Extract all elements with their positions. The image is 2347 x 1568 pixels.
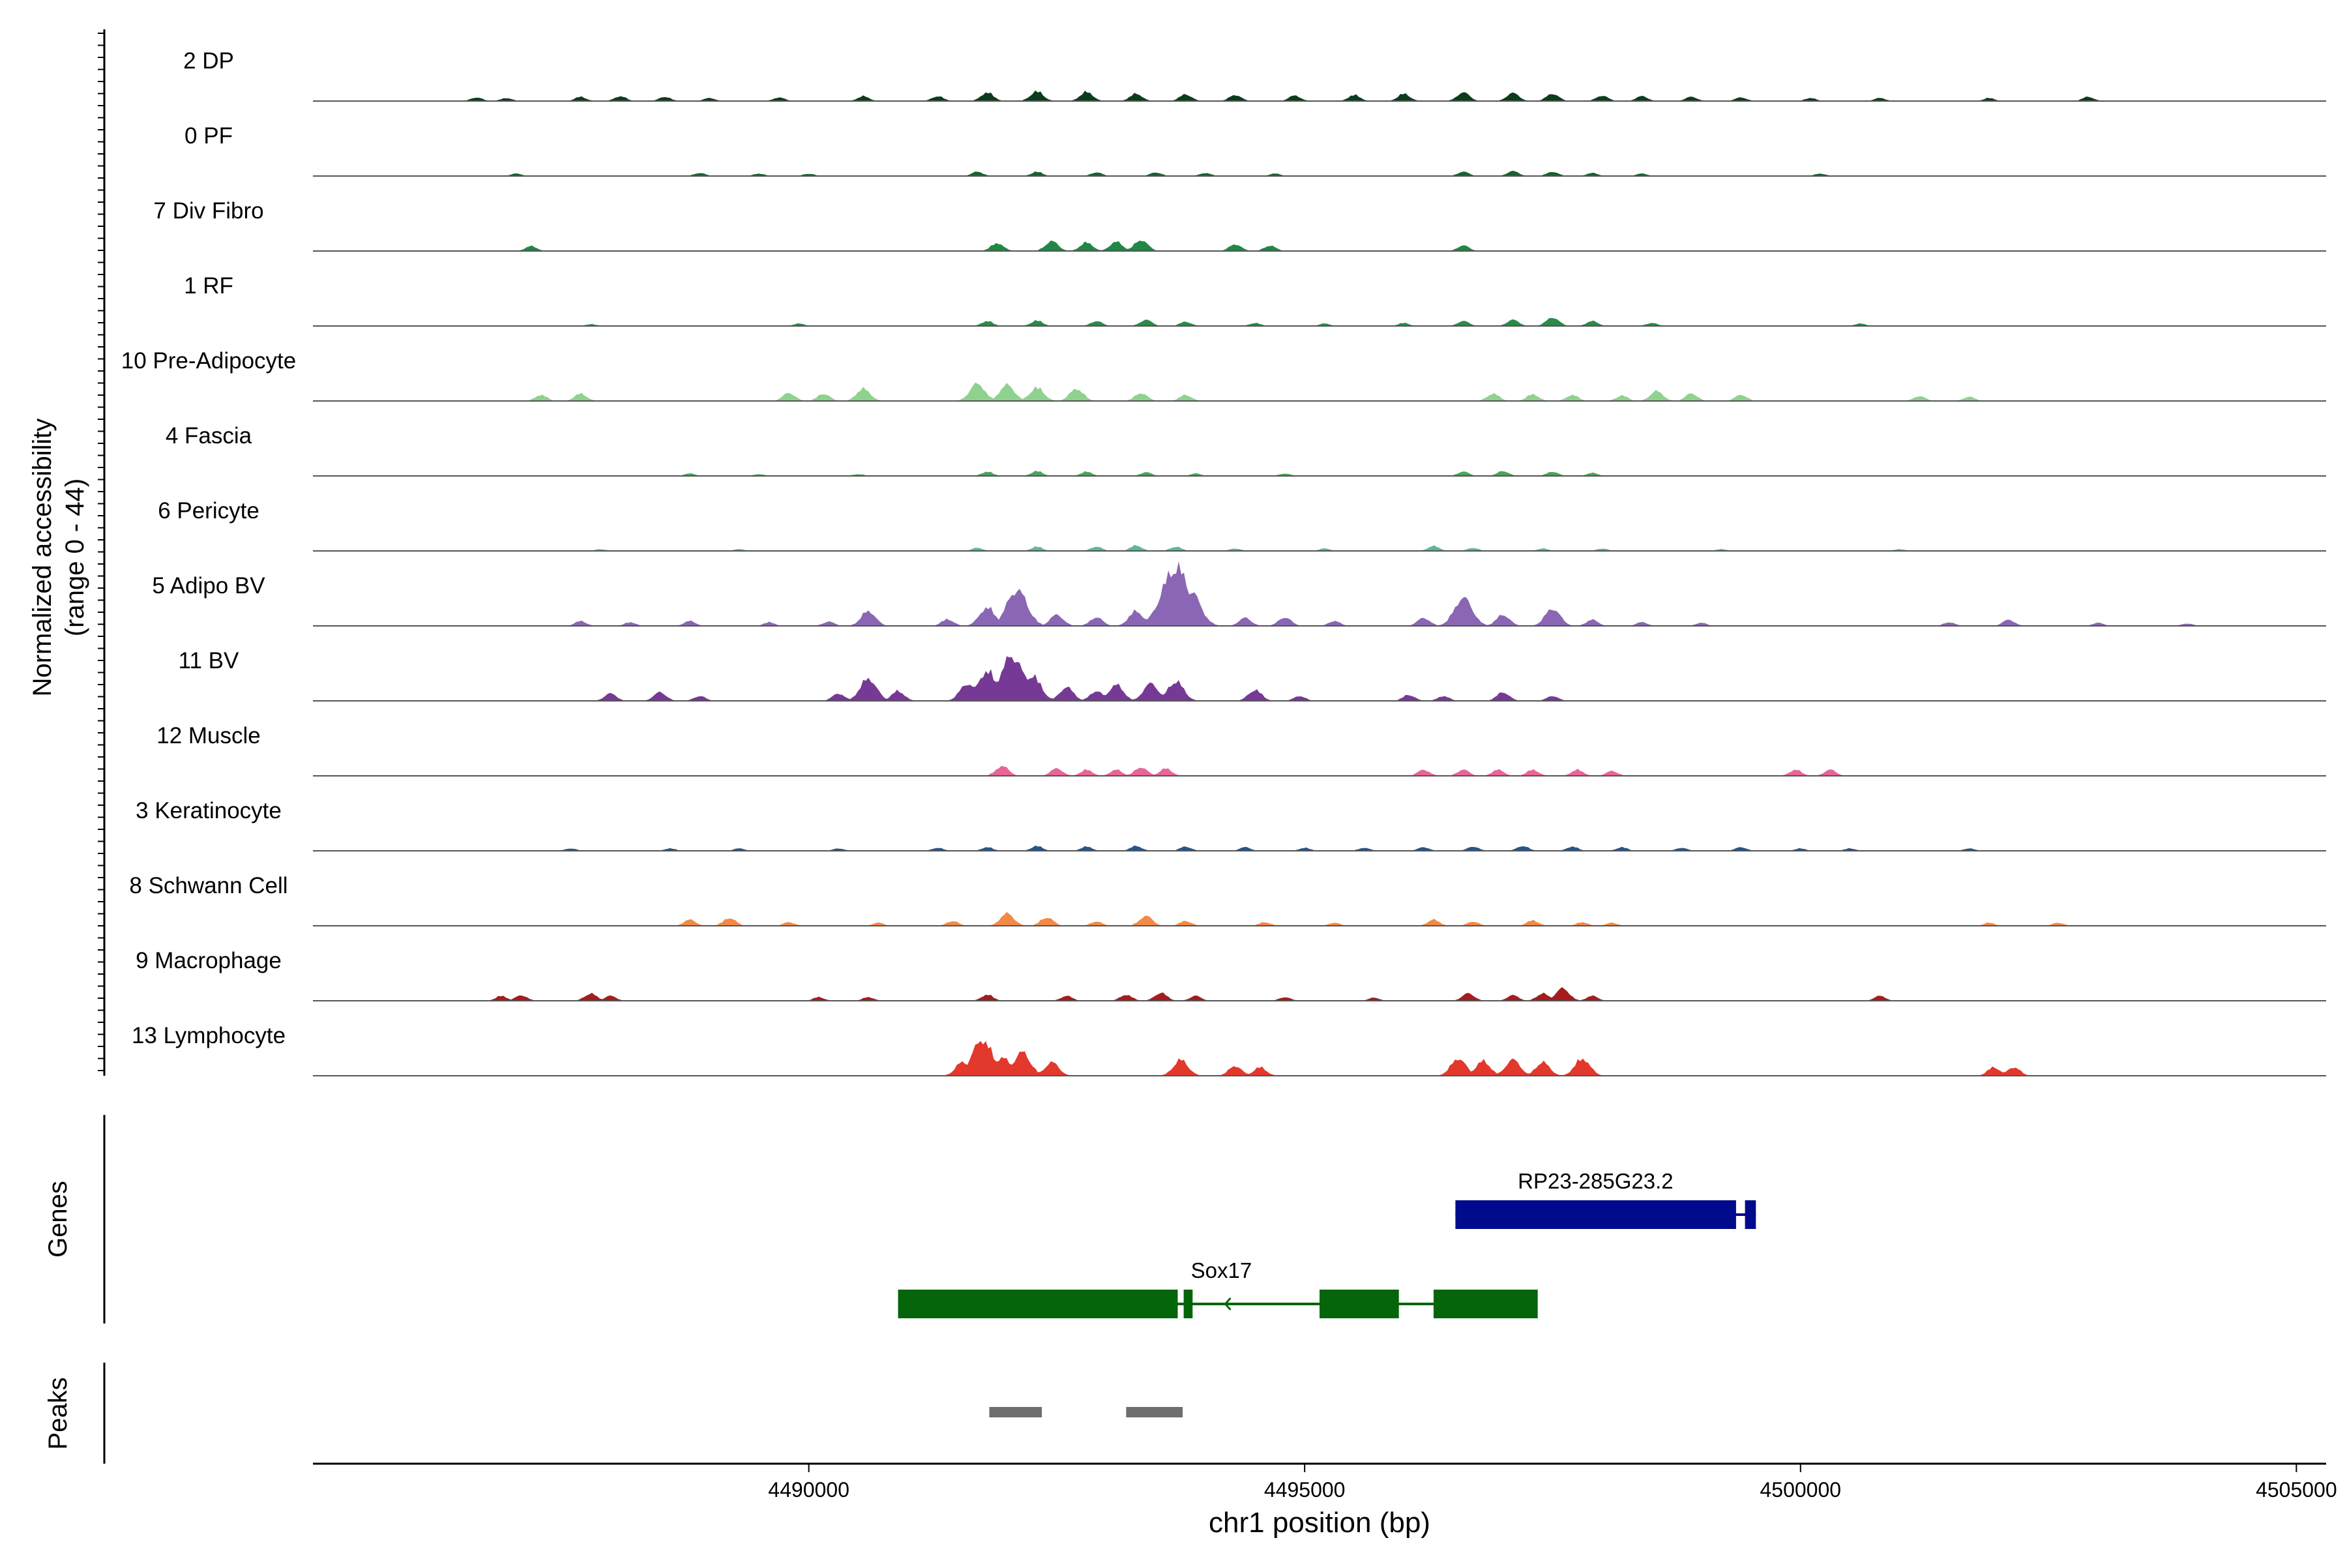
track-label: 9 Macrophage [136,948,282,973]
coverage-track: 8 Schwann Cell [129,873,2326,926]
track-label: 6 Pericyte [158,498,259,524]
gene-model: RP23-285G23.2 [1455,1169,1756,1229]
gene-exon [1455,1200,1736,1229]
track-label: 13 Lymphocyte [132,1023,286,1048]
coverage-track: 6 Pericyte [158,498,2326,552]
track-label: 12 Muscle [156,723,261,748]
peaks-track-label: Peaks [44,1377,72,1449]
coverage-area [313,318,2326,326]
coverage-track: 13 Lymphocyte [132,1023,2326,1076]
coverage-area [313,1041,2326,1076]
coverage-track: 3 Keratinocyte [136,798,2326,851]
gene-model: Sox17 [898,1258,1538,1318]
track-label: 4 Fascia [166,423,252,449]
coverage-track: 4 Fascia [166,423,2326,477]
coverage-area [313,470,2326,476]
coverage-area [313,382,2326,401]
x-tick-label: 4495000 [1264,1478,1346,1501]
coverage-track: 10 Pre-Adipocyte [121,348,2326,402]
coverage-area [313,987,2326,1001]
genes-track-label: Genes [44,1181,72,1258]
track-label: 3 Keratinocyte [136,798,282,823]
x-axis: chr1 position (bp) 4490000 4495000 4500000… [313,1462,2337,1539]
coverage-area [313,845,2326,851]
coverage-area [313,240,2326,251]
gene-exon [1745,1200,1756,1229]
peaks-track: Peaks [44,1363,1183,1464]
y-axis-label-line2: (range 0 - 44) [61,479,89,636]
coverage-area [313,170,2326,176]
peak-region [989,1407,1042,1417]
coverage-track: 1 RF [184,273,2326,327]
coverage-track: 9 Macrophage [136,948,2326,1001]
coverage-track: 2 DP [183,48,2326,102]
track-label: 8 Schwann Cell [129,873,288,898]
gene-name-label: RP23-285G23.2 [1518,1169,1674,1193]
coverage-area [313,656,2326,701]
x-tick-label: 4500000 [1760,1478,1841,1501]
genes-track: Genes RP23-285G23.2 Sox17 [44,1115,1756,1324]
coverage-track: 0 PF [185,123,2326,177]
y-axis: Normalized accessibility (range 0 - 44) [28,29,106,1076]
x-tick-label: 4490000 [768,1478,849,1501]
coverage-area [313,911,2326,926]
coverage-track: 7 Div Fibro [153,198,2326,252]
coverage-tracks: 2 DP 0 PF 7 Div Fibro 1 RF 10 Pre-Adipocyte 4… [121,48,2326,1076]
gene-name-label: Sox17 [1191,1258,1252,1282]
coverage-area [313,544,2326,551]
coverage-area [313,90,2326,101]
y-axis-label-line1: Normalized accessibility [28,419,57,697]
coverage-area [313,561,2326,626]
track-label: 2 DP [183,48,234,74]
track-label: 10 Pre-Adipocyte [121,348,296,374]
strand-arrow [1224,1297,1232,1310]
x-axis-label: chr1 position (bp) [1209,1507,1430,1539]
track-label: 11 BV [179,648,239,673]
coverage-track: 5 Adipo BV [152,561,2326,627]
gene-exon [1183,1290,1193,1318]
x-tick-label: 4505000 [2256,1478,2337,1501]
peak-region [1126,1407,1183,1417]
gene-exon [1433,1290,1538,1318]
track-label: 7 Div Fibro [153,198,263,224]
gene-exon [898,1290,1178,1318]
coverage-track: 12 Muscle [156,723,2326,777]
coverage-track: 11 BV [179,648,2326,702]
gene-exon [1320,1290,1399,1318]
track-label: 5 Adipo BV [152,573,265,599]
track-label: 1 RF [184,273,233,299]
track-label: 0 PF [185,123,233,149]
coverage-area [313,765,2326,776]
